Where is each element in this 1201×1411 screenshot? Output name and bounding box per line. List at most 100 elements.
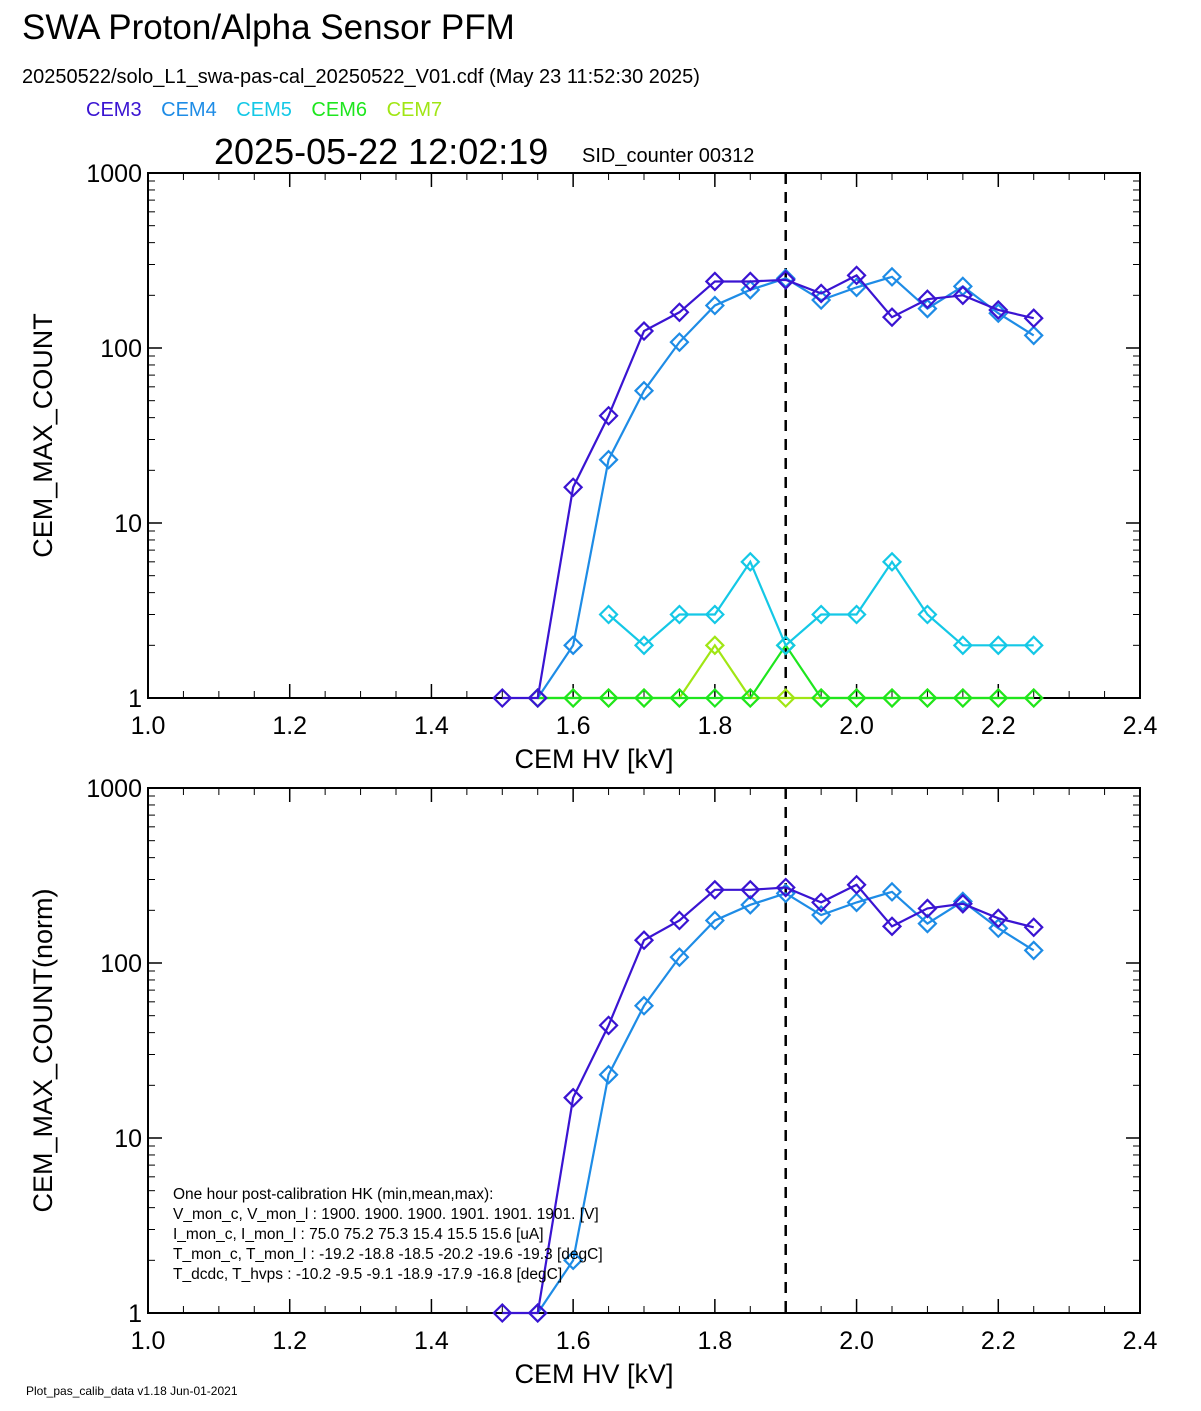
x-axis-label: CEM HV [kV]: [514, 1359, 673, 1389]
data-point-cem6: [846, 687, 867, 709]
data-point-cem3: [492, 1302, 513, 1324]
series-line-cem3: [502, 883, 1034, 1315]
data-point-cem3: [563, 1087, 584, 1108]
data-point-cem4: [633, 995, 655, 1016]
x-tick-label: 1.8: [697, 712, 732, 740]
data-point-cem4: [917, 298, 938, 319]
data-point-cem6: [917, 687, 938, 709]
y-tick-label: 1000: [86, 775, 142, 803]
data-point-cem3: [846, 265, 867, 286]
x-tick-label: 1.0: [131, 712, 166, 740]
data-point-cem5: [704, 604, 725, 625]
y-axis-label: CEM_MAX_COUNT: [28, 313, 58, 558]
y-tick-label: 100: [100, 950, 142, 978]
x-tick-label: 2.2: [981, 712, 1016, 740]
x-tick-label: 1.4: [414, 712, 449, 740]
data-point-cem4: [563, 1250, 584, 1271]
data-point-cem4: [704, 910, 725, 931]
data-point-cem4: [917, 913, 938, 934]
x-tick-label: 2.0: [839, 712, 874, 740]
y-tick-label: 1000: [86, 160, 142, 188]
chart-panel-2: 1.0 1.2 1.4 1.6 1.8 2.0 2.2 2.4 1 10 100 1000 CEM HV…: [28, 775, 1157, 1389]
data-point-cem4: [740, 279, 761, 300]
data-point-cem3: [669, 910, 690, 931]
data-point-cem4: [811, 904, 832, 926]
data-point-cem6: [633, 687, 655, 709]
data-point-cem5: [988, 635, 1009, 656]
data-point-cem6: [988, 687, 1009, 709]
data-point-cem6: [563, 687, 584, 709]
x-tick-label: 2.4: [1123, 1327, 1158, 1355]
data-point-cem4: [669, 947, 690, 968]
series-line-cem4: [536, 275, 1035, 699]
hk-annotation-line: T_mon_c, T_mon_l : -19.2 -18.8 -18.5 -20…: [173, 1246, 603, 1263]
data-point-cem3: [881, 307, 903, 328]
data-point-cem3: [917, 898, 938, 919]
data-point-cem3: [527, 1302, 548, 1324]
data-point-cem4: [563, 635, 584, 656]
data-point-cem3: [740, 879, 761, 900]
data-point-cem3: [563, 477, 584, 498]
data-point-cem6: [811, 687, 832, 709]
data-point-cem5: [952, 635, 973, 656]
data-point-cem3: [740, 271, 761, 292]
data-point-cem3: [811, 283, 832, 304]
x-tick-label: 1.6: [556, 712, 591, 740]
series-line-cem5: [607, 559, 1034, 648]
series-cem3: [492, 874, 1044, 1324]
data-point-cem4: [669, 332, 690, 353]
hk-annotation-line: One hour post-calibration HK (min,mean,m…: [173, 1186, 493, 1203]
data-point-cem7: [704, 635, 725, 656]
data-point-cem3: [775, 877, 796, 898]
data-point-cem5: [775, 635, 796, 656]
series-cem5: [598, 551, 1044, 656]
data-point-cem5: [669, 604, 690, 625]
x-tick-label: 1.2: [272, 1327, 307, 1355]
data-point-cem6: [1023, 687, 1044, 709]
legend-cem7: CEM7: [386, 99, 443, 121]
data-point-cem5: [881, 551, 903, 572]
data-point-cem3: [704, 879, 725, 900]
data-point-cem6: [669, 687, 690, 709]
x-tick-label: 1.0: [131, 1327, 166, 1355]
x-tick-label: 1.6: [556, 1327, 591, 1355]
data-point-cem6: [740, 687, 761, 709]
legend-cem5: CEM5: [236, 99, 292, 121]
data-point-cem4: [846, 277, 867, 298]
legend-cem6: CEM6: [311, 99, 367, 121]
y-tick-label: 10: [114, 1125, 142, 1153]
data-point-cem4: [633, 380, 655, 401]
x-tick-label: 1.4: [414, 1327, 449, 1355]
series-line-cem4: [536, 890, 1035, 1314]
data-point-cem6: [704, 687, 725, 709]
data-point-cem3: [846, 874, 867, 895]
data-point-cem7: [775, 687, 796, 709]
series-cem3: [492, 265, 1044, 709]
y-tick-label: 1: [128, 685, 142, 713]
data-point-cem3: [881, 916, 903, 937]
data-point-cem3: [527, 687, 548, 709]
data-point-cem5: [846, 604, 867, 625]
legend: CEM3 CEM4 CEM5 CEM6 CEM7: [86, 99, 456, 122]
data-point-cem3: [633, 930, 655, 951]
data-point-cem3: [669, 302, 690, 323]
data-point-cem3: [633, 320, 655, 342]
data-point-cem4: [598, 1064, 619, 1085]
data-point-cem3: [492, 687, 513, 709]
data-point-cem3: [952, 893, 973, 914]
data-point-cem4: [846, 892, 867, 913]
x-tick-label: 1.8: [697, 1327, 732, 1355]
data-point-cem5: [740, 551, 761, 572]
series-cem4: [527, 881, 1044, 1324]
data-point-cem3: [598, 1015, 619, 1036]
data-point-cem3: [1023, 917, 1044, 938]
y-tick-label: 100: [100, 335, 142, 363]
data-point-cem3: [988, 299, 1009, 320]
data-point-cem3: [988, 908, 1009, 929]
y-axis-label: CEM_MAX_COUNT(norm): [28, 888, 58, 1212]
data-point-cem4: [1023, 325, 1044, 346]
hk-annotation-line: V_mon_c, V_mon_l : 1900. 1900. 1900. 190…: [173, 1206, 599, 1223]
data-point-cem4: [881, 881, 903, 902]
timestamp: 2025-05-22 12:02:19: [214, 131, 549, 172]
